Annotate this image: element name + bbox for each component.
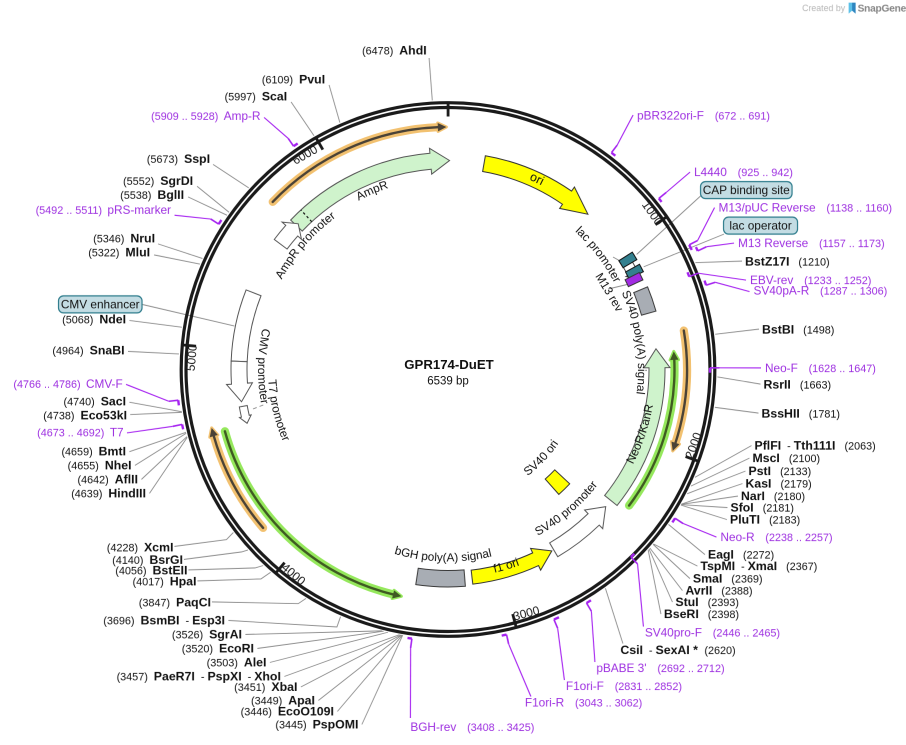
svg-text:SV40pA-R (1287 .. 1306): SV40pA-R (1287 .. 1306)	[754, 283, 888, 297]
svg-text:MscI (2100): MscI (2100)	[752, 451, 820, 465]
svg-text:(5552) SgrDI: (5552) SgrDI	[123, 174, 193, 188]
svg-text:Neo-R (2238 .. 2257): Neo-R (2238 .. 2257)	[720, 530, 832, 544]
svg-text:(4738) Eco53kI: (4738) Eco53kI	[43, 408, 127, 422]
svg-text:F1ori-F (2831 .. 2852): F1ori-F (2831 .. 2852)	[566, 679, 682, 693]
svg-text:(6109) PvuI: (6109) PvuI	[262, 72, 325, 86]
svg-text:RsrII (1663): RsrII (1663)	[763, 378, 831, 392]
svg-text:pBABE 3' (2692 .. 2712): pBABE 3' (2692 .. 2712)	[596, 661, 724, 675]
svg-text:BGH-rev (3408 .. 3425): BGH-rev (3408 .. 3425)	[410, 720, 534, 734]
svg-text:(4639) HindIII: (4639) HindIII	[71, 486, 146, 500]
svg-text:6539 bp: 6539 bp	[427, 375, 469, 387]
svg-text:Created by: Created by	[802, 3, 846, 13]
svg-text:CAP binding site: CAP binding site	[703, 183, 790, 197]
svg-text:(3445) PspOMI: (3445) PspOMI	[275, 717, 358, 731]
svg-text:M13/pUC Reverse (1138 .. 1160: M13/pUC Reverse (1138 .. 1160)	[719, 201, 892, 215]
svg-text:(4655) NheI: (4655) NheI	[68, 458, 132, 472]
svg-text:(5346) NruI: (5346) NruI	[93, 231, 155, 245]
svg-text:(3847) PaqCI: (3847) PaqCI	[139, 595, 211, 609]
svg-text:PluTI (2183): PluTI (2183)	[730, 513, 800, 527]
svg-text:L4440 (925 .. 942): L4440 (925 .. 942)	[694, 165, 793, 179]
svg-text:(3526) SgrAI: (3526) SgrAI	[172, 627, 242, 641]
svg-text:(4673 .. 4692) T7: (4673 .. 4692) T7	[37, 426, 123, 440]
svg-text:(5322) MluI: (5322) MluI	[88, 245, 150, 259]
svg-text:(6478) AhdI: (6478) AhdI	[362, 43, 427, 57]
svg-text:(4766 .. 4786) CMV-F: (4766 .. 4786) CMV-F	[13, 377, 122, 391]
svg-text:(3451) XbaI: (3451) XbaI	[234, 680, 297, 694]
svg-text:(3520) EcoRI: (3520) EcoRI	[182, 641, 254, 655]
svg-text:(4964) SnaBI: (4964) SnaBI	[52, 343, 124, 357]
svg-text:(3503) AleI: (3503) AleI	[207, 655, 267, 669]
svg-text:(4017) HpaI: (4017) HpaI	[133, 574, 197, 588]
svg-text:(5492 .. 5511) pRS-marker: (5492 .. 5511) pRS-marker	[36, 203, 171, 217]
svg-text:BseRI (2398): BseRI (2398)	[664, 607, 739, 621]
svg-text:(4740) SacI: (4740) SacI	[63, 394, 126, 408]
svg-text:(4642) AflII: (4642) AflII	[78, 472, 138, 486]
svg-text:(3446) EcoO109I: (3446) EcoO109I	[241, 704, 334, 718]
svg-text:Neo-F (1628 .. 1647): Neo-F (1628 .. 1647)	[765, 361, 876, 375]
svg-text:CMV enhancer: CMV enhancer	[61, 297, 140, 311]
svg-text:(5068) NdeI: (5068) NdeI	[62, 312, 126, 326]
svg-text:pBR322ori-F (672 .. 691): pBR322ori-F (672 .. 691)	[637, 108, 770, 122]
svg-text:BssHII (1781): BssHII (1781)	[761, 407, 840, 421]
svg-text:M13 Reverse (1157 .. 1173): M13 Reverse (1157 .. 1173)	[738, 236, 885, 250]
svg-text:5000: 5000	[184, 343, 200, 371]
svg-text:(3696) BsmBI - Esp3I: (3696) BsmBI - Esp3I	[103, 613, 225, 627]
svg-text:(5997) ScaI: (5997) ScaI	[225, 89, 288, 103]
svg-text:(5673) SspI: (5673) SspI	[147, 152, 210, 166]
svg-text:SV40pro-F (2446 .. 2465): SV40pro-F (2446 .. 2465)	[645, 626, 780, 640]
svg-text:BstZ17I (1210): BstZ17I (1210)	[745, 255, 830, 269]
svg-text:GPR174-DuET: GPR174-DuET	[404, 357, 493, 372]
svg-text:(5538) BglII: (5538) BglII	[120, 188, 184, 202]
svg-text:SnapGene: SnapGene	[858, 4, 906, 15]
svg-text:BstBI (1498): BstBI (1498)	[762, 323, 834, 337]
svg-text:CsiI - SexAI * (2620): CsiI - SexAI * (2620)	[620, 643, 735, 657]
svg-text:(4659) BmtI: (4659) BmtI	[61, 444, 126, 458]
svg-text:(5909 .. 5928) Amp-R: (5909 .. 5928) Amp-R	[151, 109, 260, 123]
svg-text:F1ori-R (3043 .. 3062): F1ori-R (3043 .. 3062)	[525, 696, 642, 710]
svg-text:lac operator: lac operator	[729, 219, 791, 233]
